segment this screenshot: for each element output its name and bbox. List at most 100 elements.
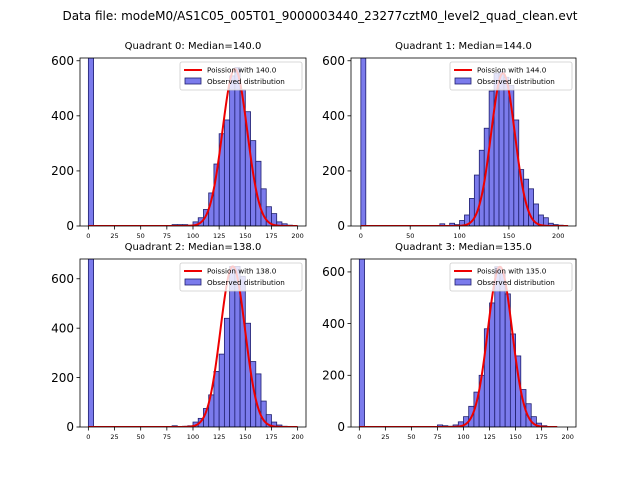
poisson-curve [88, 67, 298, 226]
x-tick-label: 150 [509, 433, 521, 441]
legend-curve-label: Poission with 138.0 [207, 267, 277, 276]
x-tick-label: 125 [213, 232, 225, 240]
histogram-bar [223, 317, 231, 427]
x-tick-label: 150 [239, 232, 251, 240]
histogram-bar [223, 119, 231, 226]
y-tick-label: 0 [337, 219, 345, 233]
x-tick-label: 100 [187, 433, 199, 441]
x-tick-label: 125 [213, 433, 225, 441]
legend-curve-label: Poission with 140.0 [207, 66, 277, 75]
histogram-bar [234, 67, 241, 226]
legend-box [449, 262, 573, 292]
y-tick-label: 600 [322, 54, 345, 68]
histogram-bar [439, 223, 446, 226]
plot-area [358, 259, 558, 427]
y-tick-label: 400 [322, 109, 345, 123]
legend-hist-label: Observed distribution [477, 278, 555, 287]
x-tick-label: 50 [137, 232, 145, 240]
x-tick-label: 75 [163, 433, 171, 441]
x-tick-label: 200 [291, 433, 303, 441]
x-tick-label: 50 [137, 433, 145, 441]
histogram-bar [265, 414, 272, 427]
x-tick-label: 175 [265, 232, 277, 240]
histogram-bar [87, 58, 95, 226]
x-tick-label: 100 [187, 232, 199, 240]
x-tick-label: 25 [381, 433, 389, 441]
x-tick-label: 100 [457, 433, 469, 441]
x-tick-label: 0 [86, 433, 90, 441]
x-tick-label: 150 [503, 232, 515, 240]
y-tick-label: 200 [322, 369, 345, 383]
y-tick-label: 200 [51, 164, 74, 178]
y-tick-label: 400 [51, 321, 74, 335]
x-tick-label: 50 [406, 232, 414, 240]
y-tick-label: 400 [322, 317, 345, 331]
quadrant-3-panel: Quadrant 3: Median=135.0 0 200 400 600 0 25 50 7… [322, 242, 577, 441]
x-tick-label: 150 [239, 433, 251, 441]
x-tick-label: 25 [110, 433, 118, 441]
histogram-bar [489, 302, 496, 427]
y-tick-label: 600 [51, 54, 74, 68]
x-tick-label: 0 [357, 433, 361, 441]
panel-title: Quadrant 2: Median=138.0 [125, 242, 262, 253]
histogram-bar [498, 71, 505, 226]
poisson-curve [359, 265, 558, 427]
legend-box [449, 61, 573, 91]
x-tick-label: 50 [407, 433, 415, 441]
quadrant-1-panel: Quadrant 1: Median=144.0 0 200 400 600 0 50 100… [322, 41, 577, 240]
histogram-bar [87, 259, 95, 427]
histogram-bar [260, 188, 267, 226]
y-tick-label: 0 [337, 420, 345, 434]
figure-title: Data file: modeM0/AS1C05_005T01_90000034… [62, 9, 577, 23]
legend: Poission with 138.0 Observed distribution [179, 262, 303, 292]
legend-hist-swatch [184, 77, 202, 85]
legend-box [179, 61, 303, 91]
x-tick-label: 0 [359, 232, 363, 240]
x-tick-label: 200 [561, 433, 573, 441]
legend-curve-label: Poission with 144.0 [477, 66, 547, 75]
x-tick-label: 200 [552, 232, 564, 240]
x-tick-label: 125 [483, 433, 495, 441]
histogram-bar [360, 58, 367, 226]
panel-title: Quadrant 1: Median=144.0 [395, 41, 532, 52]
y-tick-label: 600 [322, 265, 345, 279]
histogram-bar [218, 353, 225, 427]
legend-hist-swatch [184, 278, 202, 286]
quadrant-2-panel: Quadrant 2: Median=138.0 0 200 400 600 0 25 50 7… [51, 242, 307, 441]
panel-title: Quadrant 0: Median=140.0 [125, 41, 262, 52]
histogram-bar [271, 421, 278, 427]
histogram-bar [213, 371, 220, 427]
histogram-bar [499, 272, 506, 427]
x-tick-label: 25 [110, 232, 118, 240]
legend: Poission with 140.0 Observed distribution [179, 61, 303, 91]
x-tick-label: 100 [453, 232, 465, 240]
legend-curve-label: Poission with 135.0 [477, 267, 547, 276]
y-tick-label: 600 [51, 272, 74, 286]
y-tick-label: 200 [51, 371, 74, 385]
legend: Poission with 135.0 Observed distribution [449, 262, 573, 292]
legend-box [179, 262, 303, 292]
x-tick-label: 200 [291, 232, 303, 240]
legend-hist-swatch [454, 77, 472, 85]
histogram-bar [358, 259, 365, 427]
x-tick-label: 75 [433, 433, 441, 441]
y-tick-label: 400 [51, 109, 74, 123]
x-tick-label: 175 [265, 433, 277, 441]
poisson-curve [88, 265, 298, 427]
legend-hist-label: Observed distribution [207, 77, 285, 86]
legend: Poission with 144.0 Observed distribution [449, 61, 573, 91]
histogram-bar [503, 76, 510, 226]
axes-frame [350, 57, 577, 227]
legend-hist-label: Observed distribution [207, 278, 285, 287]
x-tick-label: 0 [86, 232, 90, 240]
y-tick-label: 0 [66, 420, 74, 434]
poisson-curve [360, 72, 569, 226]
legend-hist-swatch [454, 278, 472, 286]
panel-title: Quadrant 3: Median=135.0 [395, 242, 532, 253]
x-tick-label: 175 [535, 433, 547, 441]
y-tick-label: 200 [322, 164, 345, 178]
quadrant-0-panel: Quadrant 0: Median=140.0 0 200 400 600 0 25 50 7… [51, 41, 307, 240]
histogram-bar [229, 75, 236, 226]
x-tick-label: 75 [163, 232, 171, 240]
